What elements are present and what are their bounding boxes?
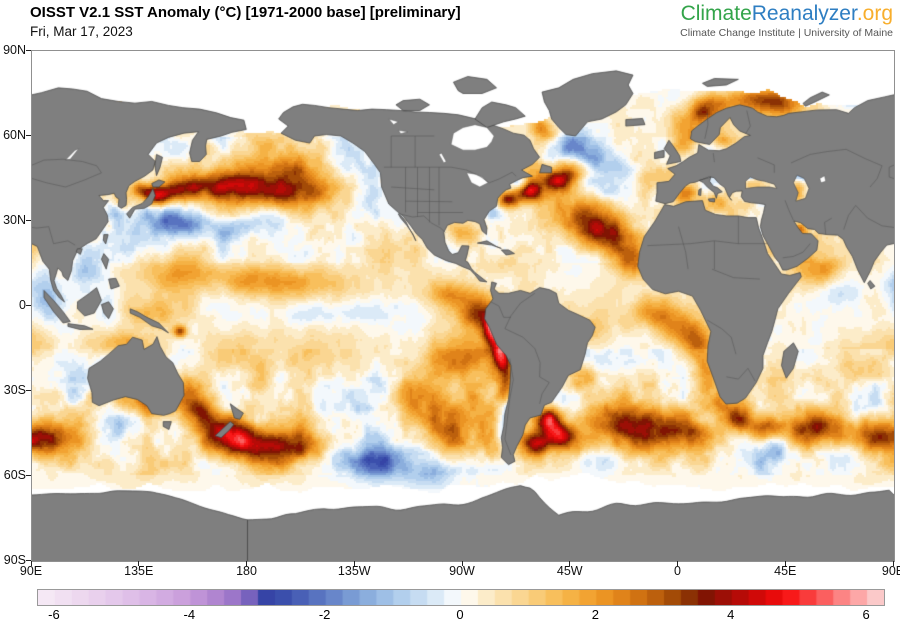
lat-tick-label: 30S (3, 383, 26, 397)
lon-tick-mark (461, 561, 463, 566)
sst-anomaly-map (31, 50, 895, 562)
lat-tick-label: 0 (19, 298, 26, 312)
lon-tick-mark (353, 561, 355, 566)
lon-tick-mark (677, 561, 678, 566)
colorbar (37, 589, 885, 606)
date-label: Fri, Mar 17, 2023 (30, 24, 133, 39)
lon-tick-mark (892, 561, 894, 566)
lat-tick-mark (26, 474, 31, 476)
lat-tick-label: 90N (3, 43, 26, 57)
logo-reanalyzer: Reanalyzer (751, 2, 857, 25)
sst-anomaly-map-canvas (32, 51, 894, 561)
lon-tick-label: 90W (449, 564, 475, 578)
lon-tick-label: 135W (337, 564, 371, 578)
lon-tick-label: 135E (124, 564, 154, 578)
colorbar-tick-label: 6 (862, 607, 870, 622)
colorbar-canvas (38, 590, 884, 605)
lat-tick-mark (26, 389, 31, 391)
lon-tick-mark (246, 561, 247, 566)
lat-tick-label: 60S (3, 468, 26, 482)
site-logo[interactable]: ClimateReanalyzer.org Climate Change Ins… (680, 2, 893, 39)
colorbar-tick-label: -4 (183, 607, 196, 622)
colorbar-tick-label: -6 (48, 607, 60, 622)
lon-tick-mark (138, 561, 140, 566)
lon-tick-mark (569, 561, 571, 566)
lon-tick-label: 45W (556, 564, 583, 578)
lat-tick-mark (26, 134, 31, 136)
lat-tick-mark (26, 49, 31, 51)
lat-tick-label: 60N (3, 128, 26, 142)
lat-tick-mark (26, 304, 31, 306)
lon-tick-label: 90E (19, 564, 43, 578)
colorbar-tick-label: -2 (318, 607, 331, 622)
lat-tick-mark (26, 219, 31, 221)
lon-tick-mark (784, 561, 786, 566)
colorbar-tick-label: 2 (591, 607, 599, 622)
lon-tick-label: 0 (674, 564, 681, 578)
logo-climate: Climate (680, 2, 752, 25)
lon-tick-label: 180 (236, 564, 257, 578)
lat-tick-mark (26, 559, 31, 561)
colorbar-tick-label: 0 (456, 607, 464, 622)
logo-org: .org (856, 2, 893, 25)
logo-wordmark[interactable]: ClimateReanalyzer.org (680, 2, 893, 26)
lon-tick-label: 45E (774, 564, 797, 578)
lat-tick-label: 90S (3, 553, 26, 567)
logo-subtitle: Climate Change Institute | University of… (680, 27, 893, 39)
page-title: OISST V2.1 SST Anomaly (°C) [1971-2000 b… (30, 4, 461, 21)
lon-tick-mark (30, 561, 32, 566)
lat-tick-label: 30N (3, 213, 26, 227)
colorbar-tick-label: 4 (727, 607, 735, 622)
lon-tick-label: 90E (881, 564, 900, 578)
